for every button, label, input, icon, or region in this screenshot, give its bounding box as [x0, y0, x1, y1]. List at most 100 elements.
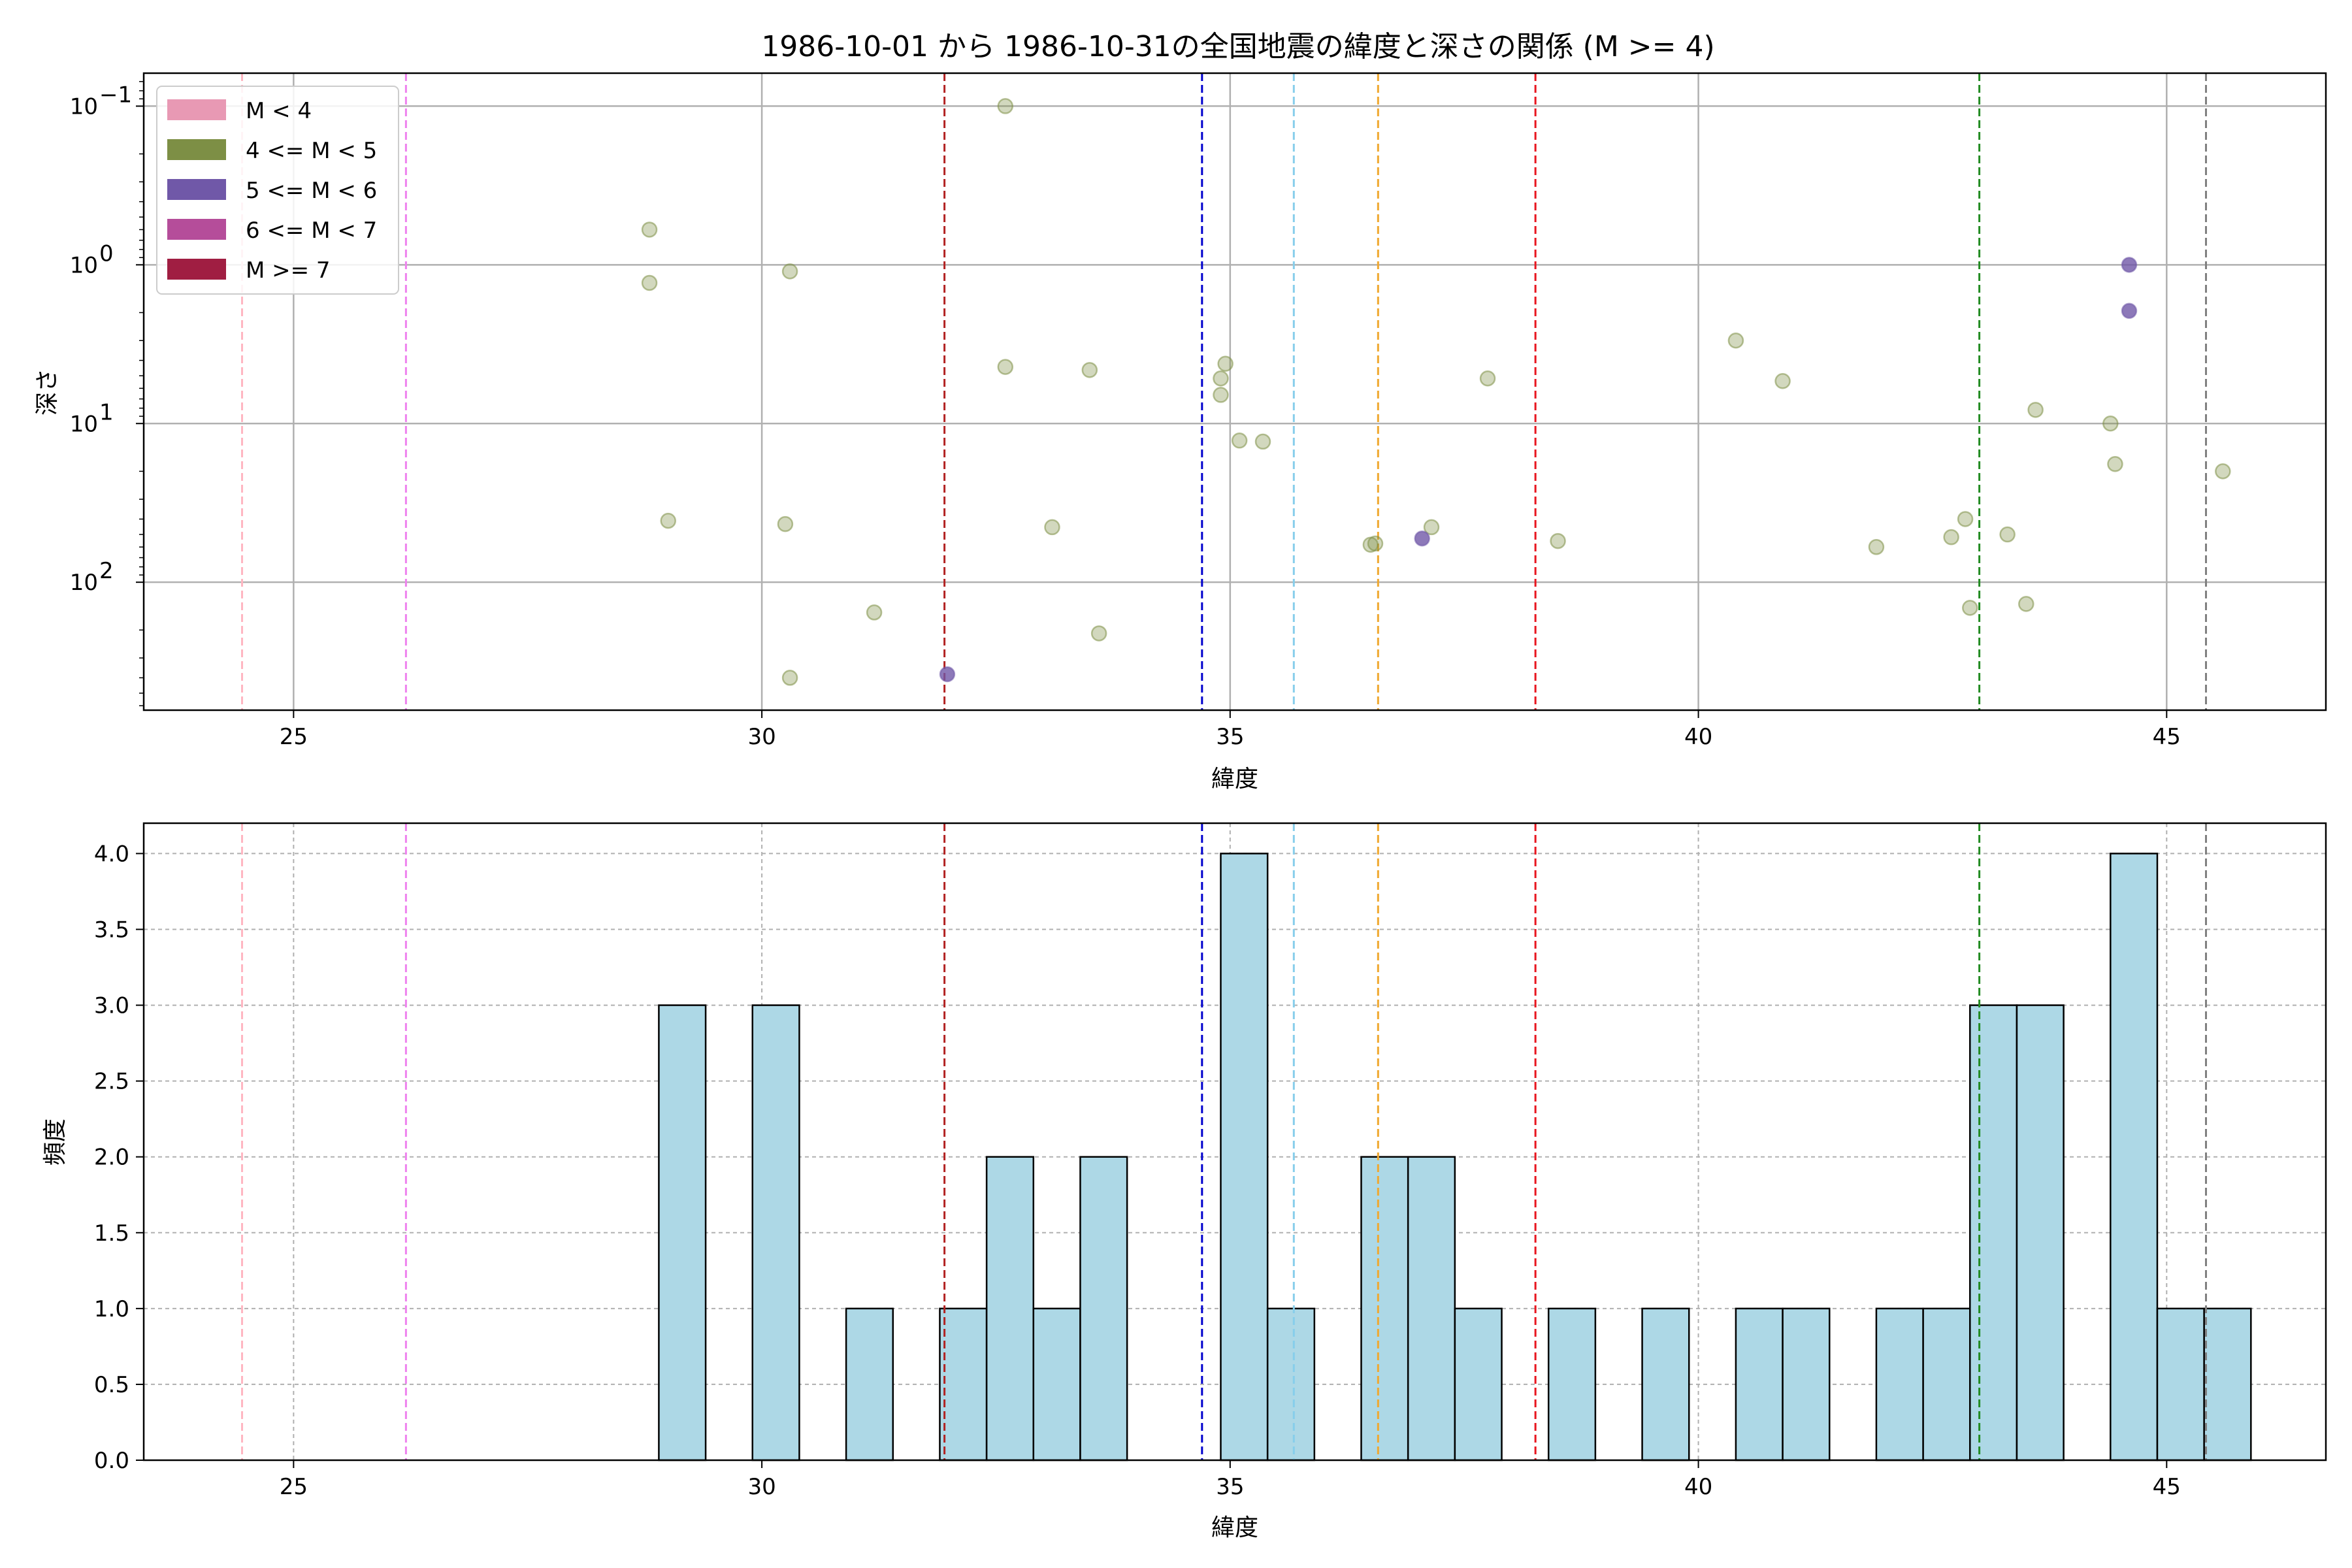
- histogram-y-tick-label: 3.5: [94, 917, 129, 943]
- histogram-panel: 25 30 35 40 45 0.0 0.5 1.0 1.5 2.0 2.5 3.0 3.5 4.0 緯…: [42, 822, 2327, 1541]
- scatter-gridlines: [144, 73, 2326, 710]
- histogram-bar: [1266, 1307, 1316, 1462]
- scatter-point: [1999, 526, 2016, 543]
- legend-frame: [156, 86, 399, 295]
- histogram-bar: [2110, 853, 2159, 1462]
- legend-label: 5 <= M < 6: [246, 178, 377, 204]
- legend-swatch: [167, 139, 226, 160]
- scatter-point: [1868, 539, 1885, 555]
- scatter-point: [2121, 302, 2138, 319]
- legend: M < 4 4 <= M < 5 5 <= M < 6 6 <= M < 7 M >= …: [156, 86, 399, 295]
- histogram-reference-lines: [241, 823, 2208, 1460]
- histogram-bar: [2016, 1004, 2065, 1462]
- histogram-bar: [1875, 1307, 1924, 1462]
- histogram-bar: [751, 1004, 800, 1462]
- histogram-bar: [1032, 1307, 1081, 1462]
- histogram-y-tick-label: 2.5: [94, 1069, 129, 1095]
- scatter-point: [2027, 402, 2044, 418]
- scatter-point: [1090, 625, 1107, 642]
- scatter-point: [1254, 433, 1271, 450]
- histogram-y-tick-label: 4.0: [94, 841, 129, 867]
- histogram-bars: [658, 853, 2252, 1462]
- histogram-bar: [1922, 1307, 1971, 1462]
- histogram-y-tick-label: 2.0: [94, 1145, 129, 1171]
- histogram-bar: [2156, 1307, 2205, 1462]
- scatter-point: [1367, 535, 1384, 552]
- histogram-bar: [2203, 1307, 2252, 1462]
- scatter-point: [1231, 433, 1248, 449]
- histogram-bar: [1454, 1307, 1503, 1462]
- scatter-plot-frame: [142, 72, 2327, 711]
- histogram-bar: [1220, 853, 1269, 1462]
- histogram-x-tick-label: 35: [1216, 1474, 1244, 1500]
- histogram-x-tick-label: 45: [2153, 1474, 2181, 1500]
- scatter-point: [1727, 332, 1744, 349]
- scatter-x-ticks: 25 30 35 40 45: [280, 710, 2181, 750]
- scatter-x-axis-label: 緯度: [1211, 766, 1258, 792]
- scatter-point: [641, 274, 658, 291]
- histogram-bar: [1969, 1004, 2018, 1462]
- scatter-y-tick-exponent: 0: [99, 240, 114, 267]
- scatter-point: [2121, 257, 2138, 273]
- histogram-y-tick-label: 0.0: [94, 1448, 129, 1474]
- histogram-bar: [1079, 1156, 1128, 1462]
- legend-swatch: [167, 179, 226, 200]
- legend-label: 4 <= M < 5: [246, 138, 377, 164]
- histogram-bar: [845, 1307, 894, 1462]
- histogram-bar: [1360, 1156, 1409, 1462]
- histogram-y-axis-label: 頻度: [42, 1119, 69, 1166]
- histogram-x-ticks: 25 30 35 40 45: [280, 1460, 2181, 1500]
- histogram-bar: [1407, 1156, 1456, 1462]
- scatter-y-tick-label: 10: [70, 252, 98, 278]
- scatter-point: [1423, 519, 1440, 536]
- scatter-x-tick-label: 35: [1216, 724, 1244, 750]
- histogram-x-tick-label: 40: [1684, 1474, 1712, 1500]
- histogram-y-tick-label: 3.0: [94, 993, 129, 1019]
- scatter-point: [1962, 600, 1978, 616]
- scatter-point: [1213, 387, 1229, 403]
- histogram-bar: [1547, 1307, 1597, 1462]
- scatter-point: [781, 263, 798, 280]
- histogram-y-tick-label: 0.5: [94, 1372, 129, 1398]
- legend-label: M >= 7: [246, 257, 331, 284]
- scatter-point: [1943, 529, 1959, 546]
- legend-entries: M < 4 4 <= M < 5 5 <= M < 6 6 <= M < 7 M >= …: [167, 98, 377, 284]
- scatter-y-tick-label: 10: [70, 93, 98, 120]
- scatter-point: [777, 515, 794, 532]
- legend-swatch: [167, 259, 226, 280]
- scatter-point: [1044, 519, 1060, 536]
- scatter-point: [781, 670, 798, 686]
- scatter-point: [1550, 532, 1566, 549]
- histogram-bar: [1735, 1307, 1784, 1462]
- histogram-bar: [1782, 1307, 1831, 1462]
- scatter-point: [997, 98, 1014, 114]
- scatter-y-tick-label: 10: [70, 570, 98, 596]
- scatter-point: [1213, 370, 1229, 387]
- histogram-bar: [939, 1307, 988, 1462]
- scatter-point: [1774, 373, 1791, 389]
- scatter-point: [939, 666, 956, 683]
- histogram-bar: [985, 1156, 1035, 1462]
- scatter-y-tick-exponent: 2: [99, 558, 114, 584]
- scatter-point: [2018, 596, 2034, 612]
- scatter-y-tick-label: 10: [70, 411, 98, 437]
- legend-label: M < 4: [246, 98, 312, 124]
- legend-label: 6 <= M < 7: [246, 218, 377, 244]
- scatter-point: [2102, 416, 2119, 432]
- histogram-bar: [658, 1004, 707, 1462]
- legend-swatch: [167, 99, 226, 120]
- scatter-point: [641, 221, 658, 238]
- scatter-point: [1479, 370, 1496, 387]
- scatter-point: [2215, 463, 2231, 480]
- scatter-point: [997, 359, 1014, 375]
- histogram-y-tick-label: 1.5: [94, 1220, 129, 1247]
- histogram-x-axis-label: 緯度: [1211, 1514, 1258, 1541]
- scatter-y-axis-label: 深さ: [34, 368, 61, 416]
- scatter-point: [866, 604, 883, 621]
- scatter-point: [2107, 456, 2123, 472]
- scatter-x-tick-label: 40: [1684, 724, 1712, 750]
- histogram-y-ticks: 0.0 0.5 1.0 1.5 2.0 2.5 3.0 3.5 4.0: [94, 841, 144, 1474]
